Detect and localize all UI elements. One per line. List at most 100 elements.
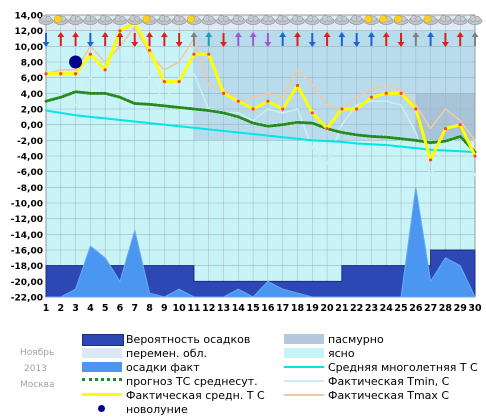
x-tick-label: 29 xyxy=(454,303,467,314)
wind-arrow-icon xyxy=(338,32,346,46)
x-tick-label: 26 xyxy=(409,303,423,314)
cloud-puff xyxy=(282,15,289,22)
actual-mean-point xyxy=(192,52,196,56)
legend-label-actual-mean: Фактическая средн. Т С xyxy=(126,389,265,402)
y-tick-label: 6,00 xyxy=(21,74,43,84)
actual-mean-point xyxy=(236,99,240,103)
x-tick-label: 3 xyxy=(72,303,79,314)
cloud-puff xyxy=(415,15,422,22)
legend-key-precip-prob xyxy=(82,334,124,346)
legend-label-precip-prob: Вероятность осадков xyxy=(126,333,251,346)
sun-icon xyxy=(142,15,151,23)
wind-arrow-head xyxy=(323,32,331,37)
legend-label-variable: перемен. обл. xyxy=(126,347,208,360)
y-tick-label: -14,00 xyxy=(11,231,43,241)
wind-arrow-icon xyxy=(175,33,183,47)
actual-mean-point xyxy=(443,126,448,131)
month-label: Ноябрь xyxy=(20,348,55,358)
actual-mean-point xyxy=(429,158,433,162)
wind-arrow-head xyxy=(131,42,139,47)
cloud-puff xyxy=(326,15,333,22)
cloud-icon xyxy=(304,15,320,25)
x-tick-label: 18 xyxy=(291,303,305,314)
wind-arrow-head xyxy=(220,42,228,47)
y-tick-label: 8,00 xyxy=(21,59,43,69)
wind-arrow-icon xyxy=(249,32,257,46)
actual-mean-point xyxy=(473,154,477,158)
legend-label-tmin: Фактическая Tmin, С xyxy=(328,375,450,388)
y-tick-label: -12,00 xyxy=(11,215,43,225)
wind-arrow-icon xyxy=(382,32,390,46)
wind-arrow-head xyxy=(42,42,50,47)
cloud-icon xyxy=(68,15,83,25)
precip-probability-area xyxy=(45,249,476,298)
legend-label-tmax: Фактическая Tmax C xyxy=(328,389,450,402)
sun-icon xyxy=(394,15,402,23)
x-tick-label: 8 xyxy=(146,303,153,314)
actual-mean-point xyxy=(162,79,166,84)
y-tick-label: -2,00 xyxy=(17,137,43,147)
sun-icon xyxy=(53,15,62,23)
cloud-puff xyxy=(311,15,318,22)
x-tick-label: 12 xyxy=(202,303,215,314)
cloud-puff xyxy=(75,15,81,22)
wind-arrow-icon xyxy=(412,32,420,46)
actual-mean-point xyxy=(458,123,462,127)
cloud-icon xyxy=(201,15,217,25)
cloud-puff xyxy=(90,15,96,22)
legend-label-overcast: пасмурно xyxy=(328,333,384,346)
actual-mean-point xyxy=(73,72,78,76)
cloud-icon xyxy=(127,15,143,25)
precip-fact-shape xyxy=(46,187,476,298)
actual-mean-point xyxy=(266,99,270,103)
x-tick-label: 20 xyxy=(320,303,334,314)
cloud-icon xyxy=(157,15,172,25)
year-label: 2013 xyxy=(24,364,47,374)
legend-label-precip-fact: осадки факт xyxy=(126,361,200,374)
y-tick-label: -6,00 xyxy=(17,168,43,178)
wind-arrow-icon xyxy=(234,32,242,46)
cloud-icon xyxy=(245,15,261,25)
y-tick-label: 10,00 xyxy=(15,43,43,53)
x-tick-label: 17 xyxy=(276,303,289,314)
wind-arrow-icon xyxy=(101,32,109,46)
legend-key-tmin xyxy=(284,380,324,382)
actual-mean-point xyxy=(355,107,359,111)
legend-label-mean-temp: Средняя многолетняя Т С xyxy=(328,361,478,374)
legend-key-new-moon xyxy=(98,405,105,412)
y-tick-label: -22,00 xyxy=(11,294,43,304)
actual-mean-point xyxy=(281,107,285,111)
wind-arrow-head xyxy=(264,42,272,47)
actual-mean-point xyxy=(59,72,63,76)
cloud-icon xyxy=(290,15,305,25)
actual-mean-point xyxy=(295,83,300,88)
wind-arrow-head xyxy=(293,32,301,37)
cloud-icon xyxy=(408,15,424,25)
weather-chart: 14,00 12,00 10,00 8,00 6,00 4,00 2,00 0,00 -2,00… xyxy=(11,12,483,314)
cloud-puff xyxy=(208,15,215,22)
wind-arrow-head xyxy=(160,32,168,37)
wind-arrow-icon xyxy=(86,33,94,47)
wind-arrow-head xyxy=(101,32,109,37)
x-tick-label: 21 xyxy=(335,303,348,314)
wind-arrow-head xyxy=(456,32,464,37)
wind-arrow-icon xyxy=(308,33,316,47)
x-tick-label: 14 xyxy=(232,303,246,314)
cloud-puff xyxy=(252,15,259,22)
cloud-icon xyxy=(349,15,364,25)
wind-arrow-icon xyxy=(367,32,375,46)
wind-arrow-head xyxy=(86,42,94,47)
wind-arrow-head xyxy=(190,32,198,37)
x-tick-label: 19 xyxy=(306,303,319,314)
wind-arrow-icon xyxy=(160,32,168,46)
legend-key-clear xyxy=(284,348,324,358)
y-tick-label: -4,00 xyxy=(17,153,43,163)
cloud-icon xyxy=(452,15,468,25)
cloud-puff xyxy=(356,15,363,22)
x-tick-label: 16 xyxy=(261,303,275,314)
series-actual-mean xyxy=(44,21,477,162)
x-tick-label: 13 xyxy=(217,303,230,314)
precip-fact-area xyxy=(46,187,476,298)
wind-arrow-head xyxy=(367,32,375,37)
actual-mean-point xyxy=(44,72,48,76)
